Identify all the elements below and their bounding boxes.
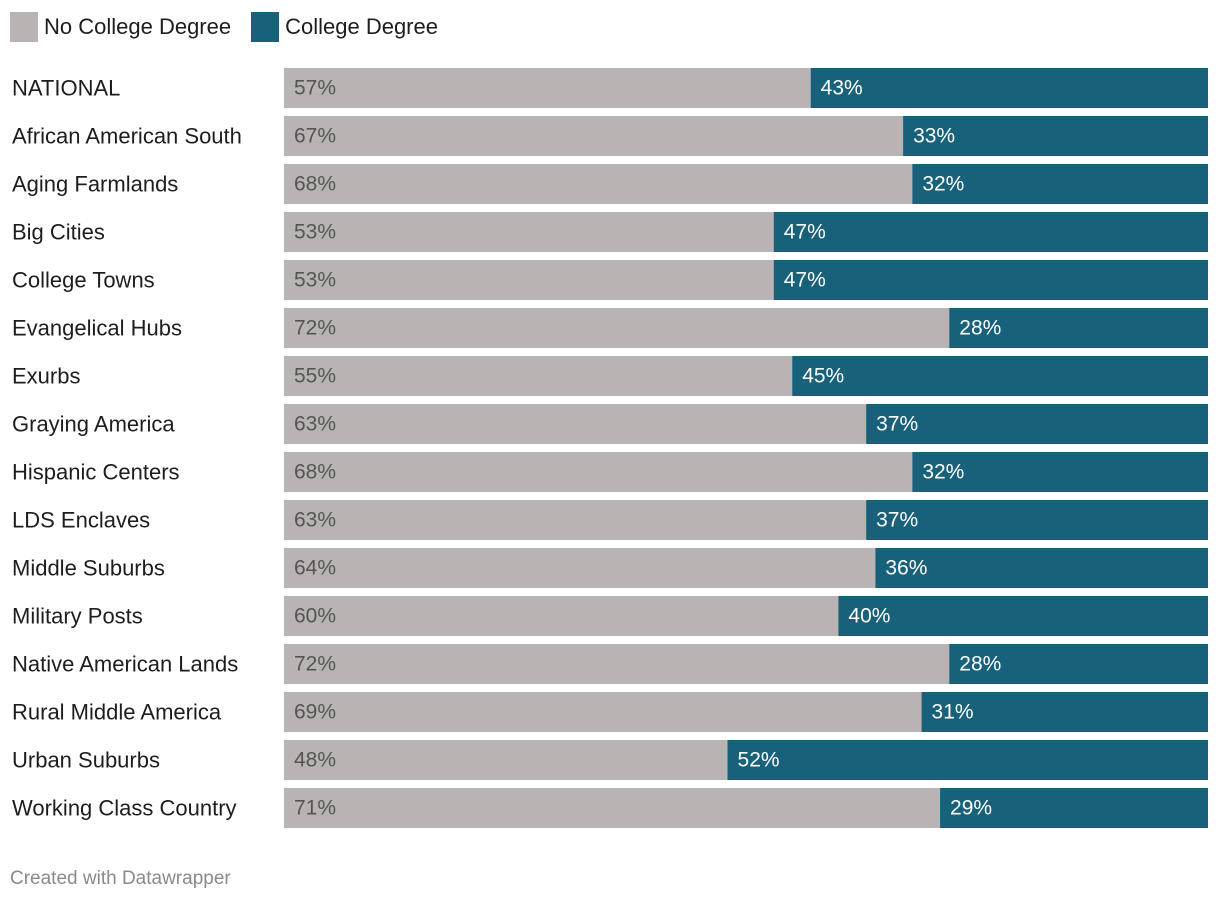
bar-college-degree-college-towns <box>773 260 1208 300</box>
category-label-aging-farmlands: Aging Farmlands <box>12 172 178 197</box>
value-label-college-degree-military-posts: 40% <box>848 605 890 628</box>
value-label-college-degree-exurbs: 45% <box>802 365 844 388</box>
category-label-lds-enclaves: LDS Enclaves <box>12 508 150 533</box>
bar-no-college-degree-african-american-south <box>284 116 904 156</box>
bar-no-college-degree-working-class-country <box>284 788 941 828</box>
bar-no-college-degree-middle-suburbs <box>284 548 876 588</box>
bar-no-college-degree-native-american-lands <box>284 644 950 684</box>
bar-college-degree-exurbs <box>792 356 1208 396</box>
value-label-no-college-degree-graying-america: 63% <box>294 413 336 436</box>
category-label-native-american-lands: Native American Lands <box>12 652 238 677</box>
bar-no-college-degree-hispanic-centers <box>284 452 913 492</box>
category-label-african-american-south: African American South <box>12 124 242 149</box>
category-label-rural-middle-america: Rural Middle America <box>12 700 222 725</box>
category-label-evangelical-hubs: Evangelical Hubs <box>12 316 182 341</box>
bar-college-degree-military-posts <box>838 596 1208 636</box>
bar-no-college-degree-rural-middle-america <box>284 692 922 732</box>
value-label-college-degree-urban-suburbs: 52% <box>738 749 780 772</box>
value-label-college-degree-aging-farmlands: 32% <box>922 173 964 196</box>
bar-college-degree-evangelical-hubs <box>949 308 1208 348</box>
value-label-college-degree-african-american-south: 33% <box>913 125 955 148</box>
value-label-no-college-degree-urban-suburbs: 48% <box>294 749 336 772</box>
value-label-no-college-degree-military-posts: 60% <box>294 605 336 628</box>
value-label-college-degree-lds-enclaves: 37% <box>876 509 918 532</box>
bar-college-degree-national <box>810 68 1208 108</box>
category-label-hispanic-centers: Hispanic Centers <box>12 460 180 485</box>
value-label-no-college-degree-exurbs: 55% <box>294 365 336 388</box>
bar-college-degree-graying-america <box>866 404 1208 444</box>
bar-no-college-degree-urban-suburbs <box>284 740 728 780</box>
value-label-no-college-degree-working-class-country: 71% <box>294 797 336 820</box>
bar-college-degree-hispanic-centers <box>912 452 1208 492</box>
value-label-no-college-degree-aging-farmlands: 68% <box>294 173 336 196</box>
value-label-college-degree-hispanic-centers: 32% <box>922 461 964 484</box>
bar-college-degree-aging-farmlands <box>912 164 1208 204</box>
bar-college-degree-african-american-south <box>903 116 1208 156</box>
legend-item-college-degree: College Degree <box>251 12 438 42</box>
category-label-college-towns: College Towns <box>12 268 155 293</box>
category-label-exurbs: Exurbs <box>12 364 80 389</box>
legend-swatch-college-degree <box>251 12 280 42</box>
bar-college-degree-lds-enclaves <box>866 500 1208 540</box>
value-label-college-degree-middle-suburbs: 36% <box>885 557 927 580</box>
bar-college-degree-middle-suburbs <box>875 548 1208 588</box>
value-label-college-degree-evangelical-hubs: 28% <box>959 317 1001 340</box>
category-label-national: NATIONAL <box>12 76 120 101</box>
category-label-military-posts: Military Posts <box>12 604 143 629</box>
value-label-college-degree-native-american-lands: 28% <box>959 653 1001 676</box>
value-label-no-college-degree-rural-middle-america: 69% <box>294 701 336 724</box>
value-label-no-college-degree-hispanic-centers: 68% <box>294 461 336 484</box>
datawrapper-credit: Created with Datawrapper <box>10 868 231 889</box>
value-label-no-college-degree-national: 57% <box>294 77 336 100</box>
bar-college-degree-rural-middle-america <box>921 692 1208 732</box>
value-label-college-degree-national: 43% <box>821 77 863 100</box>
category-label-big-cities: Big Cities <box>12 220 105 245</box>
legend-label-no-college-degree: No College Degree <box>44 14 232 39</box>
value-label-no-college-degree-african-american-south: 67% <box>294 125 336 148</box>
value-label-college-degree-college-towns: 47% <box>784 269 826 292</box>
value-label-no-college-degree-college-towns: 53% <box>294 269 336 292</box>
bar-no-college-degree-lds-enclaves <box>284 500 867 540</box>
value-label-college-degree-graying-america: 37% <box>876 413 918 436</box>
bar-college-degree-big-cities <box>773 212 1208 252</box>
value-label-college-degree-rural-middle-america: 31% <box>932 701 974 724</box>
value-label-no-college-degree-lds-enclaves: 63% <box>294 509 336 532</box>
bar-college-degree-urban-suburbs <box>727 740 1208 780</box>
value-label-no-college-degree-big-cities: 53% <box>294 221 336 244</box>
category-label-working-class-country: Working Class Country <box>12 796 237 821</box>
bar-college-degree-working-class-country <box>940 788 1208 828</box>
value-label-college-degree-working-class-country: 29% <box>950 797 992 820</box>
bar-college-degree-native-american-lands <box>949 644 1208 684</box>
chart-legend: No College Degree College Degree <box>10 12 458 42</box>
bar-no-college-degree-college-towns <box>284 260 774 300</box>
bar-no-college-degree-aging-farmlands <box>284 164 913 204</box>
category-label-middle-suburbs: Middle Suburbs <box>12 556 165 581</box>
category-label-urban-suburbs: Urban Suburbs <box>12 748 160 773</box>
value-label-no-college-degree-middle-suburbs: 64% <box>294 557 336 580</box>
bar-no-college-degree-national <box>284 68 811 108</box>
bar-no-college-degree-big-cities <box>284 212 774 252</box>
bar-no-college-degree-military-posts <box>284 596 839 636</box>
value-label-no-college-degree-native-american-lands: 72% <box>294 653 336 676</box>
bar-no-college-degree-exurbs <box>284 356 793 396</box>
bar-no-college-degree-evangelical-hubs <box>284 308 950 348</box>
legend-swatch-no-college-degree <box>10 12 38 42</box>
bar-no-college-degree-graying-america <box>284 404 867 444</box>
value-label-no-college-degree-evangelical-hubs: 72% <box>294 317 336 340</box>
value-label-college-degree-big-cities: 47% <box>784 221 826 244</box>
category-label-graying-america: Graying America <box>12 412 175 437</box>
legend-item-no-college-degree: No College Degree <box>10 12 231 42</box>
legend-label-college-degree: College Degree <box>285 14 438 39</box>
